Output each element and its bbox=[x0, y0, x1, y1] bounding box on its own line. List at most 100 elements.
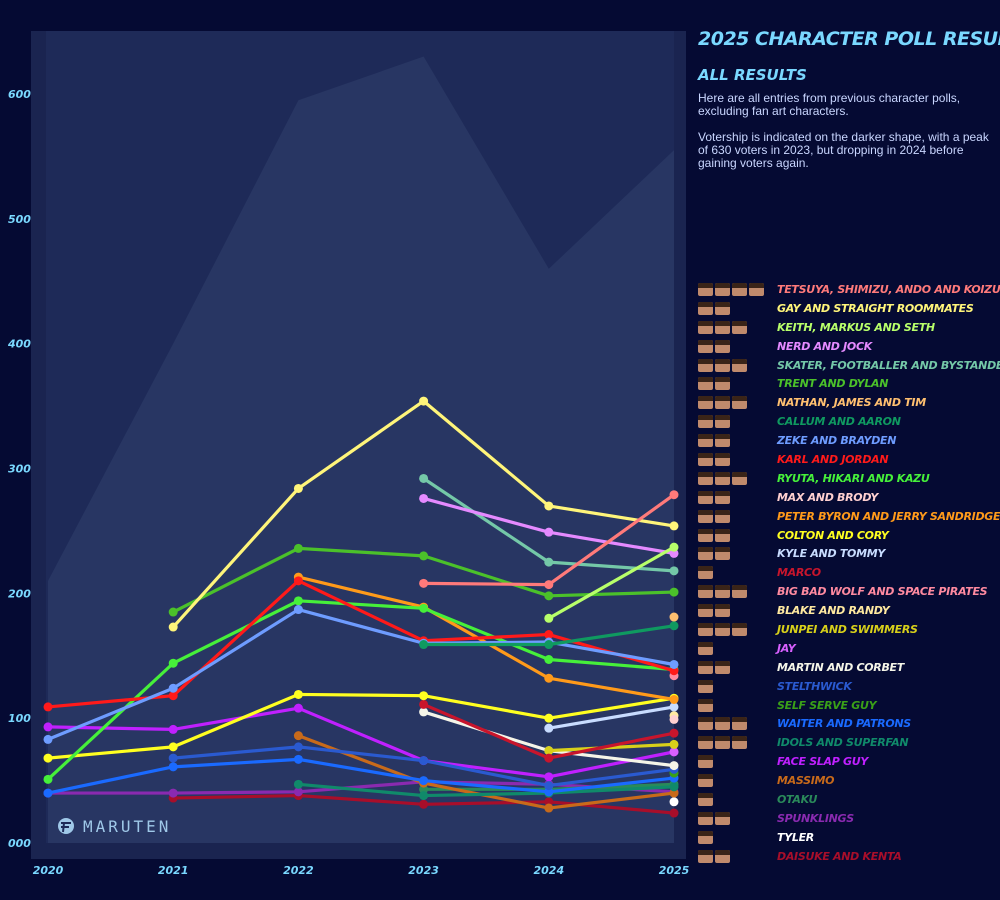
data-point bbox=[168, 762, 178, 772]
portrait-icon bbox=[698, 792, 713, 806]
data-point bbox=[544, 501, 554, 511]
y-tick-label: 000 bbox=[8, 837, 31, 850]
portrait-icon bbox=[698, 698, 713, 712]
data-point bbox=[544, 580, 554, 590]
legend-label: PETER BYRON AND JERRY SANDRIDGE bbox=[777, 509, 1000, 523]
data-point bbox=[669, 714, 679, 724]
x-tick-label: 2021 bbox=[158, 864, 189, 877]
series-line bbox=[46, 599, 675, 781]
series-line bbox=[47, 757, 675, 795]
character-portraits bbox=[698, 604, 777, 618]
legend-label: TRENT AND DYLAN bbox=[777, 377, 889, 391]
data-point bbox=[419, 551, 429, 561]
series-nerd-and-jock bbox=[419, 493, 679, 558]
legend-label: MAX AND BRODY bbox=[777, 490, 878, 504]
legend-label: IDOLS AND SUPERFAN bbox=[777, 736, 909, 750]
series-lines bbox=[43, 396, 679, 818]
portrait-icon bbox=[732, 396, 747, 410]
legend-item: MAX AND BRODY bbox=[698, 488, 998, 507]
legend-item: TYLER bbox=[698, 828, 998, 847]
legend-item: PETER BYRON AND JERRY SANDRIDGE bbox=[698, 507, 1000, 526]
portrait-icon bbox=[715, 415, 730, 429]
data-point bbox=[669, 587, 679, 597]
legend-item: NATHAN, JAMES AND TIM bbox=[698, 393, 998, 412]
character-portraits bbox=[698, 358, 777, 372]
portrait-icon bbox=[698, 490, 713, 504]
legend-item: COLTON AND CORY bbox=[698, 526, 998, 545]
legend-label: KARL AND JORDAN bbox=[777, 452, 889, 466]
portrait-icon bbox=[715, 585, 730, 599]
portrait-icon bbox=[715, 377, 730, 391]
legend-item: BLAKE AND RANDY bbox=[698, 601, 998, 620]
data-point bbox=[43, 722, 53, 732]
series-skater-footballer-and-bystander bbox=[419, 473, 679, 576]
series-line bbox=[548, 742, 675, 753]
character-portraits bbox=[698, 736, 777, 750]
portrait-icon bbox=[698, 396, 713, 410]
portrait-icon bbox=[715, 471, 730, 485]
data-point bbox=[168, 658, 178, 668]
data-point bbox=[544, 723, 554, 733]
legend-label: SKATER, FOOTBALLER AND BYSTANDER bbox=[777, 358, 1000, 372]
portrait-icon bbox=[698, 830, 713, 844]
x-tick-label: 2022 bbox=[283, 864, 314, 877]
data-point bbox=[669, 728, 679, 738]
character-portraits bbox=[698, 282, 777, 296]
data-point bbox=[419, 699, 429, 709]
series-gay-and-straight-roommates bbox=[168, 396, 679, 632]
portrait-icon bbox=[715, 339, 730, 353]
legend-item: WAITER AND PATRONS bbox=[698, 714, 998, 733]
data-point bbox=[293, 543, 303, 553]
data-point bbox=[669, 747, 679, 757]
character-portraits bbox=[698, 377, 777, 391]
data-point bbox=[669, 621, 679, 631]
data-point bbox=[544, 630, 554, 640]
portrait-icon bbox=[698, 679, 713, 693]
portrait-icon bbox=[715, 452, 730, 466]
character-portraits bbox=[698, 490, 777, 504]
character-portraits bbox=[698, 792, 777, 806]
data-point bbox=[419, 784, 429, 794]
portrait-icon bbox=[698, 849, 713, 863]
data-point bbox=[669, 739, 679, 749]
description-votership: Votership is indicated on the darker sha… bbox=[698, 130, 989, 170]
series-marco bbox=[419, 699, 679, 763]
legend-label: STELTHWICK bbox=[777, 679, 852, 693]
portrait-icon bbox=[732, 320, 747, 334]
character-portraits bbox=[698, 528, 777, 542]
info-panel: 2025 CHARACTER POLL RESULTS ALL RESULTS … bbox=[698, 28, 1000, 183]
legend-item: KYLE AND TOMMY bbox=[698, 544, 998, 563]
portrait-icon bbox=[698, 452, 713, 466]
portrait-icon bbox=[698, 755, 713, 769]
portrait-icon bbox=[715, 301, 730, 315]
character-portraits bbox=[698, 396, 777, 410]
data-point bbox=[669, 666, 679, 676]
character-portraits bbox=[698, 849, 777, 863]
character-portraits bbox=[698, 830, 777, 844]
data-point bbox=[168, 753, 178, 763]
portrait-icon bbox=[715, 509, 730, 523]
series-keith-markus-and-seth bbox=[544, 542, 679, 623]
portrait-icon bbox=[715, 528, 730, 542]
portrait-icon bbox=[715, 849, 730, 863]
legend-item: CALLUM AND AARON bbox=[698, 412, 998, 431]
portrait-icon bbox=[698, 509, 713, 523]
data-point bbox=[544, 673, 554, 683]
legend-item: DAISUKE AND KENTA bbox=[698, 847, 998, 866]
data-point bbox=[544, 527, 554, 537]
x-tick-label: 2020 bbox=[33, 864, 64, 877]
series-tyler bbox=[669, 797, 679, 807]
data-point bbox=[544, 557, 554, 567]
y-tick-label: 200 bbox=[8, 587, 31, 600]
portrait-icon bbox=[698, 301, 713, 315]
portrait-icon bbox=[698, 547, 713, 561]
portrait-icon bbox=[715, 358, 730, 372]
data-point bbox=[669, 808, 679, 818]
data-point bbox=[419, 776, 429, 786]
data-point bbox=[669, 542, 679, 552]
portrait-icon bbox=[698, 434, 713, 448]
portrait-icon bbox=[715, 396, 730, 410]
x-tick-label: 2025 bbox=[659, 864, 690, 877]
data-point bbox=[419, 799, 429, 809]
data-point bbox=[669, 797, 679, 807]
